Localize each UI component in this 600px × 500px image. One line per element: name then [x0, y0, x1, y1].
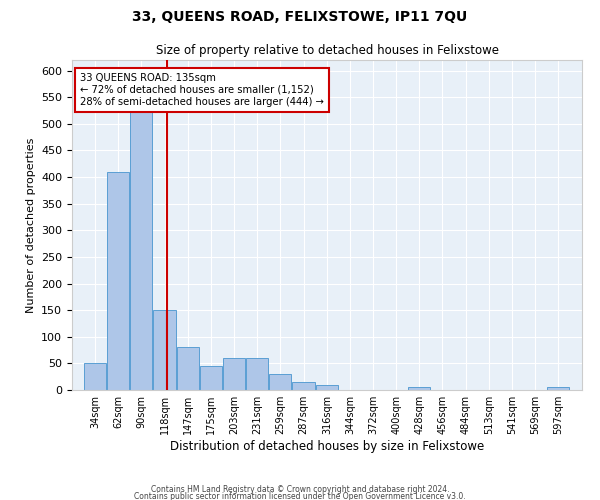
Bar: [408, 388, 430, 390]
Bar: [107, 172, 130, 390]
Bar: [547, 388, 569, 390]
Text: Contains public sector information licensed under the Open Government Licence v3: Contains public sector information licen…: [134, 492, 466, 500]
Bar: [153, 310, 176, 390]
Bar: [200, 366, 223, 390]
Bar: [130, 108, 152, 390]
Title: Size of property relative to detached houses in Felixstowe: Size of property relative to detached ho…: [155, 44, 499, 58]
X-axis label: Distribution of detached houses by size in Felixstowe: Distribution of detached houses by size …: [170, 440, 484, 453]
Bar: [176, 348, 199, 390]
Y-axis label: Number of detached properties: Number of detached properties: [26, 138, 35, 312]
Bar: [316, 384, 338, 390]
Bar: [292, 382, 315, 390]
Text: Contains HM Land Registry data © Crown copyright and database right 2024.: Contains HM Land Registry data © Crown c…: [151, 486, 449, 494]
Text: 33 QUEENS ROAD: 135sqm
← 72% of detached houses are smaller (1,152)
28% of semi-: 33 QUEENS ROAD: 135sqm ← 72% of detached…: [80, 74, 324, 106]
Bar: [246, 358, 268, 390]
Text: 33, QUEENS ROAD, FELIXSTOWE, IP11 7QU: 33, QUEENS ROAD, FELIXSTOWE, IP11 7QU: [133, 10, 467, 24]
Bar: [269, 374, 292, 390]
Bar: [223, 358, 245, 390]
Bar: [84, 364, 106, 390]
